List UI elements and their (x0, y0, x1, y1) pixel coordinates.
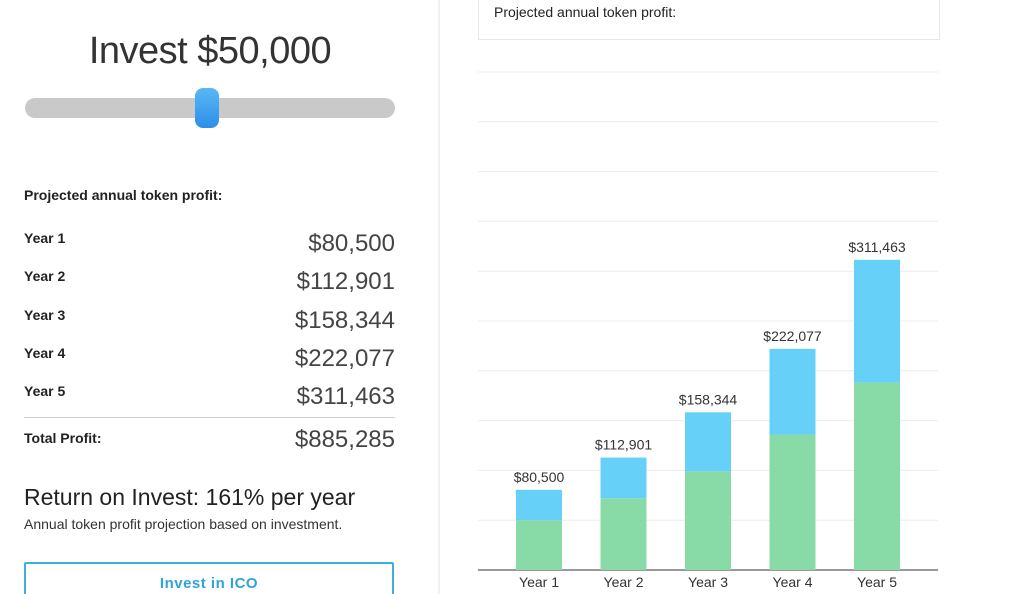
calculator-panel: Invest $50,000 Projected annual token pr… (0, 0, 438, 594)
bar-data-label: $158,344 (679, 391, 738, 407)
bar-top-segment (600, 457, 647, 499)
return-on-invest-title: Return on Invest: 161% per year (24, 484, 356, 510)
bar-base-segment (516, 520, 562, 570)
bar-base-segment (600, 498, 647, 570)
year-value: $222,077 (294, 345, 395, 372)
bar-data-label: $80,500 (514, 469, 565, 485)
profit-row-year-3: Year 3 $158,344 (24, 307, 395, 337)
bar-base-segment (769, 434, 816, 570)
bar-data-label: $311,463 (848, 239, 906, 255)
year-value: $112,901 (296, 268, 395, 295)
profit-row-year-2: Year 2 $112,901 (24, 268, 395, 298)
investment-slider-handle[interactable] (194, 88, 219, 128)
x-tick-label: Year 5 (857, 574, 897, 590)
profit-row-year-1: Year 1 $80,500 (24, 230, 395, 260)
bar-top-segment (685, 412, 731, 472)
year-label: Year 3 (24, 307, 66, 323)
chart-header-title: Projected annual token profit: (494, 4, 677, 20)
year-label: Year 2 (24, 268, 66, 284)
bar-top-segment (516, 489, 562, 521)
bar-base-segment (685, 471, 731, 570)
total-profit-value: $885,285 (294, 426, 395, 453)
year-label: Year 4 (24, 345, 66, 361)
invest-amount-title: Invest $50,000 (88, 30, 332, 72)
x-tick-label: Year 1 (519, 574, 559, 590)
bar-data-label: $112,901 (595, 437, 653, 453)
year-value: $158,344 (294, 307, 395, 334)
year-label: Year 1 (24, 230, 66, 246)
bar-data-label: $222,077 (763, 328, 822, 344)
profit-bar-chart: $80,500 Year 1 $112,901 Year 2 $158,344 Year … (478, 71, 938, 590)
chart-panel: $80,500 Year 1 $112,901 Year 2 $158,344 Year … (440, 0, 1029, 594)
year-value: $311,463 (296, 383, 395, 410)
profit-row-year-4: Year 4 $222,077 (24, 345, 395, 375)
return-on-invest-subtitle: Annual token profit projection based on … (24, 516, 343, 532)
x-tick-label: Year 2 (604, 574, 644, 590)
profit-section-heading: Projected annual token profit: (24, 187, 223, 203)
bar-base-segment (854, 382, 900, 570)
invest-in-ico-button[interactable]: Invest in ICO (24, 562, 394, 594)
total-profit-label: Total Profit: (24, 430, 102, 446)
x-tick-label: Year 3 (688, 574, 728, 590)
year-label: Year 5 (24, 383, 66, 399)
chart-header: Projected annual token profit: (478, 0, 940, 40)
bar-top-segment (854, 259, 900, 383)
year-value: $80,500 (308, 230, 395, 257)
total-divider (24, 417, 395, 418)
profit-row-year-5: Year 5 $311,463 (24, 383, 395, 413)
x-tick-label: Year 4 (773, 574, 813, 590)
bar-top-segment (769, 348, 816, 435)
